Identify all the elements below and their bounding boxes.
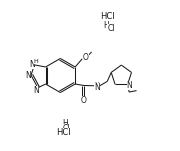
Text: N: N	[94, 83, 100, 92]
Text: O: O	[81, 96, 87, 105]
Text: H: H	[33, 59, 38, 64]
Text: HCl: HCl	[100, 12, 115, 21]
Text: H: H	[95, 82, 99, 87]
Text: N: N	[25, 71, 31, 80]
Text: Cl: Cl	[62, 124, 70, 133]
Text: Cl: Cl	[107, 24, 115, 33]
Text: HCl: HCl	[56, 128, 71, 137]
Text: N: N	[127, 81, 132, 90]
Text: N: N	[33, 86, 39, 95]
Text: H: H	[62, 119, 68, 129]
Text: H: H	[103, 21, 109, 30]
Text: N: N	[29, 60, 35, 69]
Text: O: O	[83, 53, 89, 62]
